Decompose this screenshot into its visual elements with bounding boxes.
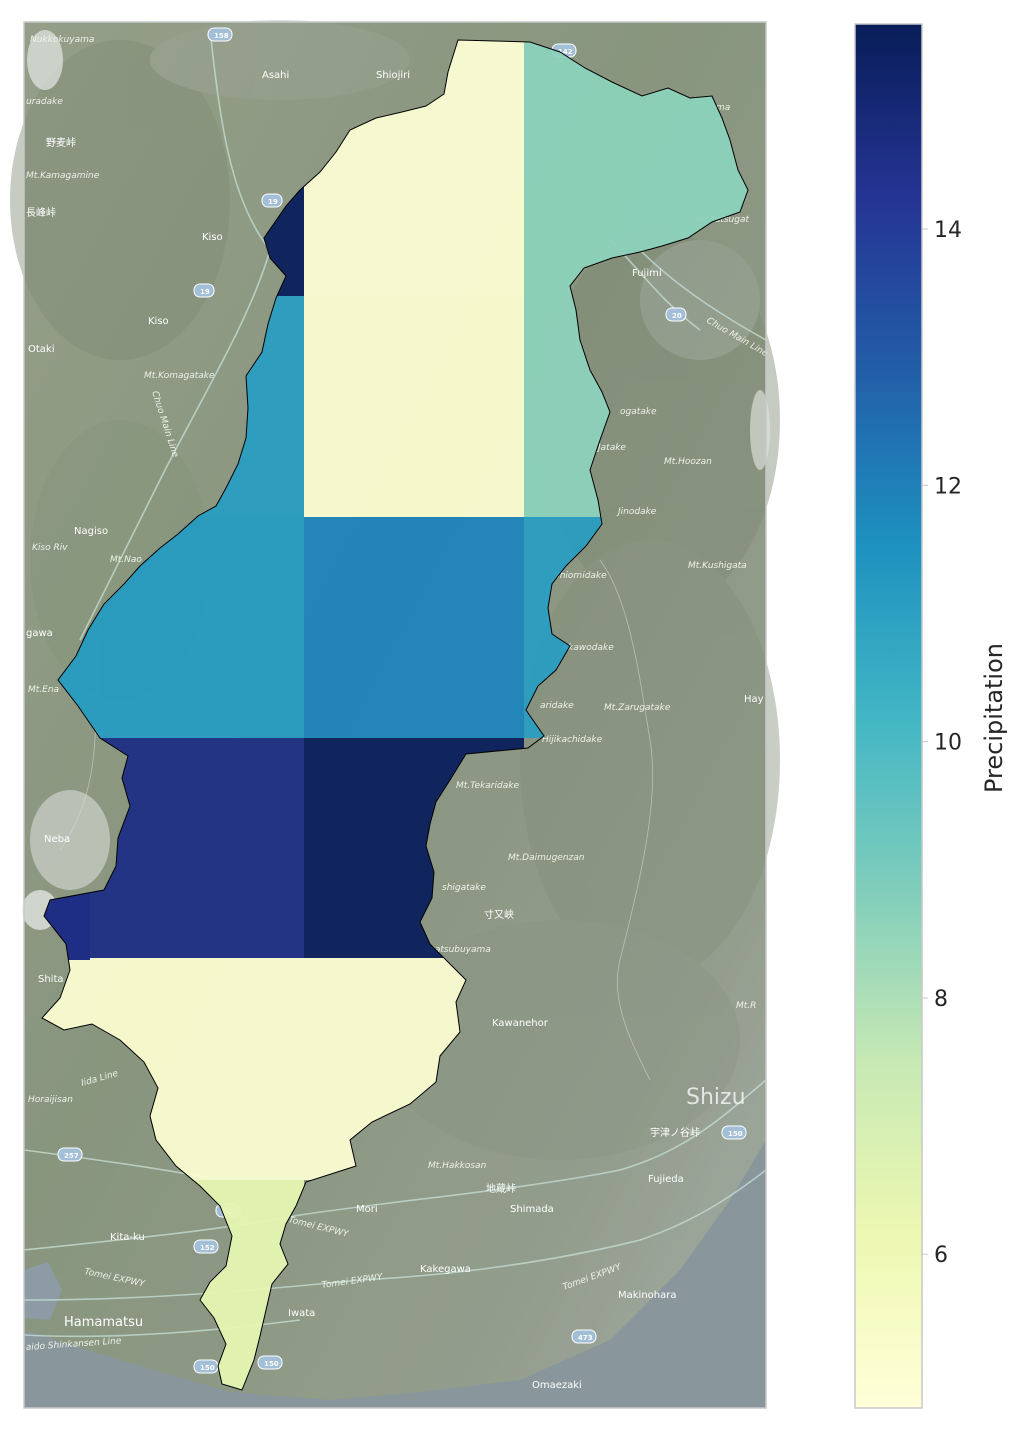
label-kawanehon: Kawanehor (492, 1018, 549, 1029)
shield-473: 473 (571, 1329, 597, 1344)
label-nagiso: Nagiso (74, 526, 108, 537)
label-mt-ena: Mt.Ena (28, 685, 59, 695)
svg-text:19: 19 (200, 288, 210, 296)
label-mt-yatsugatake: Mt.Yatsugat (696, 215, 749, 225)
label-makinohara: Makinohara (618, 1290, 677, 1301)
colorbar-frame (854, 23, 923, 1409)
label-mt-hakkosan: Mt.Hakkosan (428, 1161, 487, 1171)
colorbar-tick-label: 12 (934, 474, 962, 499)
label-mt-kushigata: Mt.Kushigata (688, 561, 747, 571)
shield-150-c: 150 (257, 1355, 283, 1370)
sea-area (24, 1140, 766, 1408)
label-gawa: gawa (26, 628, 53, 639)
label-uradake: uradake (26, 97, 63, 107)
label-jotake: Jatake (596, 443, 626, 453)
cloud-patches (22, 30, 770, 930)
label-mori: Mori (356, 1204, 378, 1215)
colorbar-gradient (855, 24, 922, 1408)
road-network (23, 29, 767, 1338)
label-otaki: Otaki (28, 344, 55, 355)
label-hijikachidake: Hijikachidake (542, 735, 603, 745)
label-shigatake: shigatake (442, 883, 486, 893)
svg-text:150: 150 (200, 1364, 215, 1372)
colorbar: 6 8 10 12 14 Precipitation (854, 23, 1008, 1409)
label-nagatake: ogatake (620, 407, 657, 417)
label-kiso-riv: Kiso Riv (32, 543, 68, 553)
label-utsunoya-pass: 宇津ノ谷峠 (650, 1126, 700, 1139)
shield-150-a: 150 (721, 1125, 747, 1140)
svg-text:150: 150 (264, 1360, 279, 1368)
svg-text:20: 20 (672, 312, 682, 320)
label-asahi: Asahi (262, 70, 289, 81)
svg-text:152: 152 (200, 1244, 215, 1252)
label-horaijisan: Horaijisan (28, 1095, 73, 1105)
label-kiso-2: Kiso (148, 316, 169, 327)
shield-19-b: 19 (193, 283, 215, 298)
label-sumatakyo: 寸又峡 (484, 908, 514, 921)
svg-text:257: 257 (64, 1152, 79, 1160)
shield-158: 158 (207, 27, 233, 42)
label-tsubuyama: Asatsubuyama (423, 945, 491, 955)
label-hamamatsu: Hamamatsu (64, 1315, 143, 1330)
label-kita-ku: Kita-ku (110, 1232, 145, 1243)
label-akawodake: Akawodake (561, 643, 614, 653)
label-ma: ma (716, 103, 730, 113)
svg-text:473: 473 (578, 1334, 593, 1342)
label-iwata: Iwata (288, 1308, 315, 1319)
label-shiojiri: Shiojiri (376, 70, 410, 81)
colorbar-ticks: 6 8 10 12 14 (922, 218, 962, 1268)
label-mt-tekaridake: Mt.Tekaridake (456, 781, 519, 791)
label-aridake: aridake (540, 701, 574, 711)
colorbar-label: Precipitation (980, 643, 1008, 793)
label-kakegawa: Kakegawa (420, 1264, 471, 1275)
svg-text:158: 158 (214, 32, 229, 40)
label-nomugi-pass: 野麦峠 (46, 137, 76, 149)
label-fujimi: Fujimi (632, 268, 662, 279)
colorbar-tick-label: 8 (934, 987, 948, 1012)
label-omaezaki: Omaezaki (532, 1380, 582, 1391)
label-mt-zarugatake: Mt.Zarugatake (604, 703, 671, 713)
label-jinodake: Jinodake (616, 507, 657, 517)
label-mt-kamagamine: Mt.Kamagamine (26, 171, 100, 181)
label-mt-r: Mt.R (736, 1001, 756, 1011)
map-frame (23, 21, 767, 1409)
colorbar-tick-label: 10 (934, 731, 962, 756)
grid-cell-r1-c1 (304, 296, 524, 517)
label-mt-hoozan: Mt.Hoozan (664, 457, 712, 467)
colorbar-tick-label: 14 (934, 218, 962, 243)
label-pass-left: 長峰峠 (26, 207, 56, 219)
svg-text:142: 142 (558, 48, 573, 56)
colorbar-tick-label: 6 (934, 1243, 948, 1268)
svg-text:19: 19 (268, 198, 278, 206)
lake-hamana (24, 1262, 62, 1320)
label-shita: Shita (38, 974, 64, 985)
label-fujieda: Fujieda (648, 1174, 684, 1185)
shield-20: 20 (665, 307, 687, 322)
label-shiomidake: Shiomidake (554, 571, 607, 581)
grid-cell-r2-c1 (304, 517, 524, 738)
label-mt-daimugenzan: Mt.Daimugenzan (508, 853, 585, 863)
label-mt-naoi: Mt.Nao (110, 555, 142, 565)
shield-19-a: 19 (261, 193, 283, 208)
label-hay: Hay (744, 694, 764, 705)
label-shizuoka: Shizu (686, 1085, 746, 1110)
label-neba: Neba (44, 834, 70, 845)
svg-text:150: 150 (728, 1130, 743, 1138)
label-mt-komagatake: Mt.Komagatake (144, 371, 215, 381)
label-jizo-pass: 地蔵峠 (486, 1182, 516, 1195)
label-kiso-1: Kiso (202, 232, 223, 243)
shield-257: 257 (57, 1147, 83, 1162)
label-shimada: Shimada (510, 1204, 554, 1215)
terrain-texture (10, 20, 780, 1160)
label-nukkokuyama: Nukkokuyama (30, 35, 94, 45)
shield-152: 152 (193, 1239, 219, 1254)
